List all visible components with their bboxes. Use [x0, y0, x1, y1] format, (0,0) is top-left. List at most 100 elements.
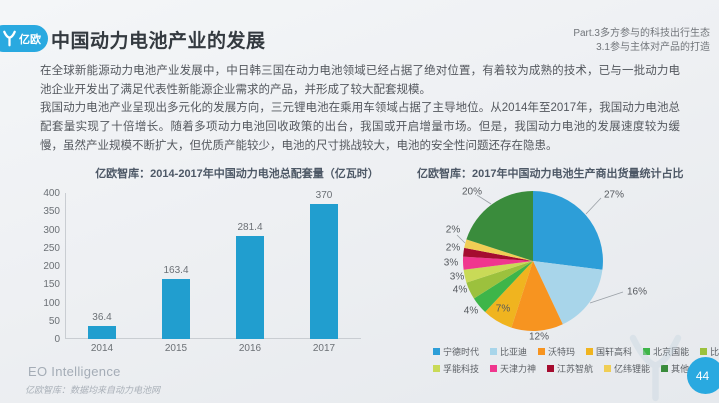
- page-title: 中国动力电池产业的发展: [51, 31, 266, 52]
- y-tick-label: 200: [43, 261, 60, 272]
- legend-label: 比克电池: [710, 347, 719, 357]
- legend-item-其他: 其他: [661, 362, 689, 375]
- bar-2017: [310, 203, 338, 339]
- x-category-label: 2017: [312, 343, 336, 354]
- y-tick-label: 350: [43, 206, 60, 218]
- legend-item-亿纬锂能: 亿纬锂能: [604, 362, 650, 375]
- pie-legend-row-1: 宁德时代 比亚迪 沃特玛 国轩高科 北京国能 比克电池: [433, 345, 719, 358]
- section-breadcrumb: Part.3多方参与的科技出行生态 3.1参与主体对产品的打造: [573, 27, 710, 54]
- legend-item-天津力神: 天津力神: [490, 362, 536, 375]
- pie-leader-line: [476, 194, 492, 205]
- pie-percent-label: 2%: [446, 243, 461, 254]
- x-category-label: 2015: [164, 343, 188, 354]
- y-tick-label: 400: [43, 188, 60, 199]
- footer-brand: EO Intelligence: [28, 364, 121, 379]
- legend-label: 宁德时代: [443, 347, 480, 357]
- pie-percent-label: 27%: [604, 190, 624, 201]
- body-text: 在全球新能源动力电池产业发展中，中日韩三国在动力电池领域已经占据了绝对位置，有着…: [40, 62, 680, 156]
- x-category-label: 2016: [238, 343, 262, 354]
- legend-label: 天津力神: [500, 364, 537, 374]
- y-tick-label: 300: [43, 224, 60, 236]
- pie-slice-国轩高科: [485, 261, 533, 328]
- legend-label: 北京国能: [653, 347, 690, 357]
- pie-percent-label: 4%: [453, 285, 468, 296]
- pie-slice-孚能科技: [463, 261, 533, 283]
- pie-percent-label: 4%: [464, 306, 479, 317]
- x-category-label: 2014: [90, 343, 114, 354]
- bar-value-label: 36.4: [92, 311, 112, 323]
- bar-chart: 亿欧智库：2014-2017年中国动力电池总配套量（亿瓦时） 0 50 100 150…: [42, 163, 378, 363]
- legend-label: 比亚迪: [500, 347, 528, 357]
- legend-swatch: [433, 348, 440, 355]
- legend-item-比亚迪: 比亚迪: [490, 345, 527, 358]
- pie-slice-亿纬锂能: [464, 239, 533, 261]
- legend-label: 孚能科技: [443, 364, 480, 374]
- pie-leader-line: [589, 291, 624, 304]
- pie-leader-line: [456, 234, 466, 244]
- legend-swatch: [604, 365, 612, 372]
- legend-item-孚能科技: 孚能科技: [433, 362, 479, 375]
- legend-swatch: [586, 348, 594, 355]
- pie-chart: 亿欧智库：2017年中国动力电池生产商出货量统计占比 27% 16% 12% 7% 4%…: [400, 163, 719, 393]
- pie-slice-宁德时代: [533, 191, 603, 270]
- y-tick-label: 250: [43, 242, 60, 254]
- pie-slice-北京国能: [473, 261, 533, 312]
- pie-percent-label: 7%: [496, 304, 511, 315]
- bar-2015: [162, 279, 190, 339]
- bar-value-label: 281.4: [237, 222, 263, 234]
- header: 亿欧 中国动力电池产业的发展 Part.3多方参与的科技出行生态 3.1参与主体…: [0, 0, 719, 58]
- source-note: 亿欧智库：数据均来自动力电池网: [25, 385, 161, 395]
- pie-slice-比亚迪: [533, 261, 603, 325]
- y-tick-label: 150: [43, 279, 60, 291]
- bar-chart-y-axis: [65, 193, 66, 339]
- legend-swatch: [661, 365, 669, 372]
- pie-slice-其他: [466, 191, 533, 261]
- legend-label: 国轩高科: [596, 347, 633, 357]
- eo-logo: 亿欧: [0, 25, 48, 52]
- legend-item-国轩高科: 国轩高科: [586, 345, 632, 358]
- paragraph-1: 在全球新能源动力电池产业发展中，中日韩三国在动力电池领域已经占据了绝对位置，有着…: [40, 65, 680, 96]
- legend-swatch: [547, 365, 555, 372]
- bar-chart-x-axis: [65, 338, 361, 339]
- pie-percent-label: 16%: [627, 287, 647, 298]
- legend-label: 其他: [671, 364, 690, 374]
- pie-percent-label: 20%: [462, 187, 482, 198]
- bar-value-label: 370: [315, 189, 333, 201]
- legend-label: 沃特玛: [548, 347, 576, 357]
- legend-item-北京国能: 北京国能: [643, 345, 689, 358]
- legend-swatch: [490, 365, 498, 372]
- legend-item-江苏智航: 江苏智航: [547, 362, 593, 375]
- legend-swatch: [433, 365, 440, 372]
- bar-chart-title: 亿欧智库：2014-2017年中国动力电池总配套量（亿瓦时）: [95, 168, 379, 180]
- pie-leader-line: [585, 197, 602, 215]
- pie-percent-label: 12%: [529, 332, 549, 343]
- legend-swatch: [490, 348, 498, 355]
- pie-legend-row-2: 孚能科技 天津力神 江苏智航 亿纬锂能 其他: [433, 362, 689, 375]
- pie-slice-比克电池: [466, 261, 533, 299]
- legend-swatch: [538, 348, 546, 355]
- pie-percent-label: 3%: [444, 258, 459, 269]
- bar-value-label: 163.4: [163, 265, 189, 277]
- pie-slice-沃特玛: [511, 261, 563, 331]
- section-line1: Part.3多方参与的科技出行生态: [573, 28, 710, 39]
- paragraph-2: 我国动力电池产业呈现出多元化的发展方向，三元锂电池在乘用车领域占据了主导地位。从…: [40, 102, 680, 152]
- page-number-badge: 44: [687, 357, 719, 394]
- eo-logo-icon: [3, 30, 16, 47]
- legend-item-沃特玛: 沃特玛: [538, 345, 575, 358]
- pie-slice-江苏智航: [463, 247, 533, 261]
- legend-swatch: [643, 348, 651, 355]
- pie-percent-label: 3%: [450, 272, 465, 283]
- pie-percent-label: 2%: [446, 225, 461, 236]
- section-line2: 3.1参与主体对产品的打造: [596, 41, 710, 53]
- eo-logo-text: 亿欧: [19, 33, 41, 46]
- bar-2014: [88, 325, 116, 339]
- legend-item-比克电池: 比克电池: [700, 345, 719, 358]
- y-tick-label: 100: [43, 297, 60, 309]
- y-tick-label: 50: [48, 315, 60, 327]
- pie-chart-plot: 27% 16% 12% 7% 4% 4% 3% 3% 2% 2% 20%: [444, 187, 647, 343]
- legend-label: 亿纬锂能: [614, 364, 651, 374]
- legend-swatch: [700, 348, 708, 355]
- pie-slice-天津力神: [462, 256, 533, 270]
- watermark-eo-logo-icon: [629, 334, 682, 402]
